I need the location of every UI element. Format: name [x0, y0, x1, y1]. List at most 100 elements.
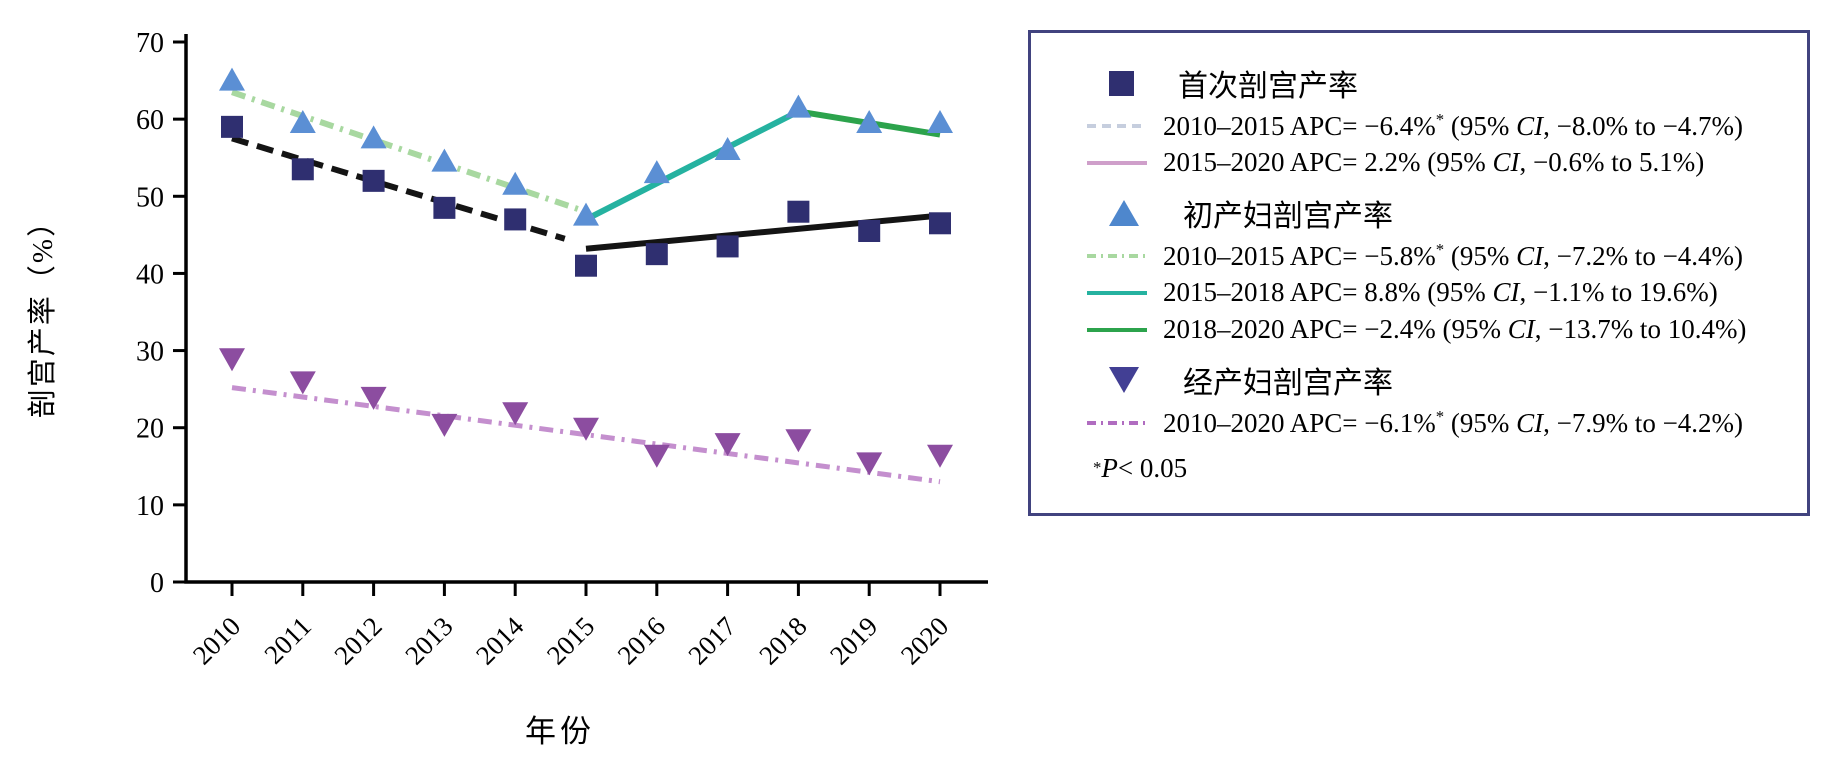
legend-footnote: * P < 0.05: [1085, 449, 1787, 487]
legend-entry-text: 2010–2015 APC= −5.8%* (95% CI, −7.2% to …: [1163, 240, 1743, 272]
y-tick-label: 40: [136, 259, 164, 290]
data-point-square: [291, 158, 314, 181]
data-point-triangle-down: [431, 413, 458, 437]
legend-text-segment: *: [1093, 458, 1102, 477]
data-point-triangle-down: [573, 417, 599, 441]
legend-entry: 2015–2020 APC= 2.2% (95% CI, −0.6% to 5.…: [1085, 144, 1787, 181]
legend-group-title: 首次剖宫产率: [1085, 59, 1787, 107]
legend-line-swatch: [1087, 327, 1147, 332]
legend-group-title: 经产妇剖宫产率: [1085, 356, 1787, 404]
data-point-triangle-up: [714, 137, 741, 160]
legend-line-swatch: [1087, 290, 1147, 295]
data-point-triangle-down: [643, 444, 670, 468]
legend-text-segment: *: [1435, 406, 1445, 426]
data-point-triangle-up: [856, 110, 883, 133]
legend-group-title: 初产妇剖宫产率: [1085, 189, 1787, 237]
x-tick-label: 2011: [258, 611, 317, 670]
x-tick-label: 2019: [824, 611, 883, 670]
legend-entry-text: 2010–2015 APC= −6.4%* (95% CI, −8.0% to …: [1163, 110, 1743, 142]
data-point-triangle-up: [360, 125, 387, 149]
legend-line-swatch: [1087, 253, 1147, 258]
legend-text-segment: CI: [1492, 147, 1520, 177]
y-tick-label: 50: [136, 182, 164, 213]
legend-text-segment: CI: [1492, 277, 1520, 307]
data-point-triangle-down: [219, 348, 245, 372]
data-point-triangle-up: [573, 202, 599, 226]
legend-text-segment: , −0.6% to 5.1%): [1519, 147, 1705, 177]
legend-text-segment: 2010–2015 APC= −5.8%: [1163, 240, 1436, 271]
data-point-square: [575, 254, 597, 277]
legend-box: 首次剖宫产率 2010–2015 APC= −6.4%* (95% CI, −8.…: [1028, 30, 1810, 516]
legend-text-segment: , −7.2% to −4.4%): [1543, 240, 1744, 271]
trend-line: [231, 89, 587, 215]
data-point-triangle-down: [360, 386, 387, 410]
data-point-triangle-down: [927, 444, 953, 468]
legend-entry-text: 2015–2020 APC= 2.2% (95% CI, −0.6% to 5.…: [1163, 147, 1704, 178]
data-point-square: [504, 208, 527, 231]
data-point-triangle-down: [856, 452, 883, 476]
legend-entry: 2010–2020 APC= −6.1%* (95% CI, −7.9% to …: [1085, 404, 1787, 441]
legend-group: 经产妇剖宫产率 2010–2020 APC= −6.1%* (95% CI, −7…: [1085, 356, 1787, 441]
legend-text-segment: 2015–2020 APC= 2.2% (95%: [1163, 147, 1493, 177]
legend-text-segment: (95%: [1444, 240, 1517, 271]
data-point-triangle-up: [289, 110, 316, 133]
y-tick-label: 20: [136, 414, 164, 445]
legend-entry: 2018–2020 APC= −2.4% (95% CI, −13.7% to …: [1085, 311, 1787, 348]
x-tick-label: 2013: [399, 611, 458, 670]
legend-text-segment: 2010–2020 APC= −6.1%: [1163, 407, 1436, 438]
legend-text-segment: *: [1435, 239, 1445, 259]
legend-entry-text: 2015–2018 APC= 8.8% (95% CI, −1.1% to 19…: [1163, 277, 1718, 308]
data-point-square: [716, 235, 739, 258]
legend-text-segment: CI: [1516, 240, 1544, 271]
legend-series-label: 初产妇剖宫产率: [1183, 200, 1393, 233]
legend-text-segment: CI: [1516, 110, 1544, 141]
legend-text-segment: (95%: [1444, 407, 1517, 438]
data-point-triangle-down: [785, 429, 812, 453]
x-tick-label: 2017: [682, 611, 741, 670]
data-point-triangle-up: [927, 110, 953, 133]
trend-line: [231, 385, 941, 485]
data-point-triangle-up: [431, 148, 458, 172]
data-point-triangle-up: [643, 160, 670, 184]
legend-line-swatch: [1087, 160, 1147, 165]
legend-text-segment: CI: [1507, 314, 1535, 344]
square-marker-icon: [1109, 70, 1134, 96]
x-tick-label: 2014: [470, 611, 530, 671]
data-point-square: [858, 220, 881, 242]
legend-group: 首次剖宫产率 2010–2015 APC= −6.4%* (95% CI, −8.…: [1085, 59, 1787, 181]
data-point-triangle-up: [219, 67, 245, 91]
triangle-up-marker-icon: [1109, 200, 1139, 226]
y-tick-label: 60: [136, 105, 164, 136]
legend-text-segment: , −7.9% to −4.2%): [1543, 407, 1744, 438]
data-point-square: [221, 115, 243, 138]
trend-line: [585, 212, 941, 252]
legend-text-segment: P: [1101, 452, 1118, 483]
y-tick-label: 70: [136, 28, 164, 59]
legend-text-segment: , −8.0% to −4.7%): [1543, 110, 1744, 141]
y-tick-label: 10: [136, 491, 164, 522]
data-point-square: [929, 212, 951, 235]
legend-text-segment: < 0.05: [1117, 452, 1188, 483]
legend-text-segment: , −1.1% to 19.6%): [1519, 277, 1718, 307]
y-tick-label: 0: [150, 568, 164, 599]
x-tick-label: 2020: [895, 611, 954, 670]
legend-series-label: 首次剖宫产率: [1178, 70, 1358, 103]
legend-line-swatch: [1087, 420, 1147, 425]
legend-entry: 2015–2018 APC= 8.8% (95% CI, −1.1% to 19…: [1085, 274, 1787, 311]
x-tick-label: 2010: [187, 611, 246, 670]
legend-text-segment: 2018–2020 APC= −2.4% (95%: [1163, 314, 1508, 344]
data-point-triangle-up: [502, 171, 529, 195]
triangle-down-marker-icon: [1109, 367, 1139, 393]
data-point-square: [787, 200, 810, 223]
legend-entry-text: 2018–2020 APC= −2.4% (95% CI, −13.7% to …: [1163, 314, 1746, 345]
data-point-triangle-up: [785, 94, 812, 118]
x-tick-label: 2018: [753, 611, 812, 670]
legend-text-segment: 2010–2015 APC= −6.4%: [1163, 110, 1436, 141]
x-axis-label: 年份: [525, 714, 595, 749]
legend-text-segment: CI: [1516, 407, 1544, 438]
legend-text-segment: *: [1435, 109, 1445, 129]
legend-entry: 2010–2015 APC= −5.8%* (95% CI, −7.2% to …: [1085, 237, 1787, 274]
legend-series-label: 经产妇剖宫产率: [1183, 367, 1393, 400]
legend-group: 初产妇剖宫产率 2010–2015 APC= −5.8%* (95% CI, −7…: [1085, 189, 1787, 348]
legend-entry: 2010–2015 APC= −6.4%* (95% CI, −8.0% to …: [1085, 107, 1787, 144]
